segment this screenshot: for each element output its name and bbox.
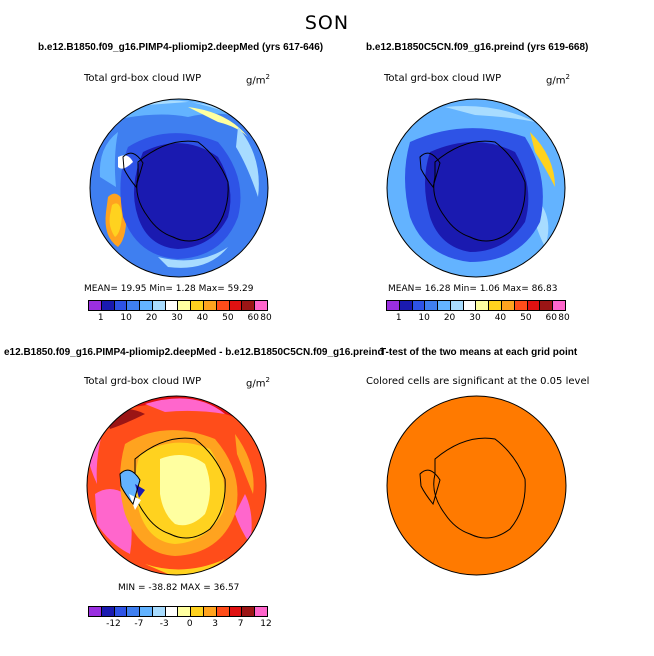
colorbar-tick-label: 30 — [171, 313, 183, 323]
colorbar-tick-label: 12 — [260, 619, 272, 629]
colorbar-swatch — [229, 607, 243, 616]
colorbar-swatch — [178, 607, 192, 616]
colorbar-swatch — [527, 301, 541, 310]
colorbar-swatch — [89, 607, 102, 616]
colorbar-swatch — [114, 301, 128, 310]
panel3-stats: MIN = -38.82 MAX = 36.57 — [118, 583, 240, 593]
colorbar-swatch — [489, 301, 503, 310]
colorbar-tick-label: 80 — [558, 313, 570, 323]
colorbar-swatch — [140, 301, 153, 310]
panel2-stats: MEAN= 16.28 Min= 1.06 Max= 86.83 — [388, 284, 558, 294]
colorbar-swatch — [463, 301, 477, 310]
colorbar-swatch — [514, 301, 528, 310]
colorbar-swatch — [89, 301, 102, 310]
panel3-subtitle: Total grd-box cloud IWP — [84, 376, 202, 387]
colorbar-swatch — [476, 301, 490, 310]
colorbar-swatch — [242, 301, 256, 310]
colorbar-swatch — [204, 301, 217, 310]
colorbar-swatch — [178, 301, 192, 310]
panel3-title: e12.B1850.f09_g16.PIMP4-pliomip2.deepMed… — [4, 347, 384, 358]
colorbar-tick-label: 30 — [469, 313, 481, 323]
colorbar-swatch — [114, 607, 128, 616]
colorbar-swatch — [101, 301, 115, 310]
colorbar-swatch — [216, 301, 230, 310]
colorbar-tick-label: 10 — [418, 313, 430, 323]
colorbar-tick-label: -7 — [134, 619, 144, 629]
colorbar-swatch — [191, 607, 205, 616]
colorbar-tick-label: 60 — [247, 313, 260, 323]
colorbar-swatch — [553, 301, 565, 310]
panel1-map — [89, 98, 269, 278]
season-title: SON — [304, 12, 350, 34]
panel1-subtitle: Total grd-box cloud IWP — [84, 73, 202, 84]
colorbar-swatch — [540, 301, 554, 310]
colorbar-swatch — [152, 301, 166, 310]
panel4-map — [386, 395, 567, 576]
colorbar-tick-label: 1 — [97, 313, 104, 323]
colorbar-swatch — [502, 301, 515, 310]
colorbar-swatch — [242, 607, 256, 616]
colorbar-swatch — [450, 301, 464, 310]
panel4-subtitle: Colored cells are significant at the 0.0… — [366, 376, 590, 387]
colorbar-tick-label: -12 — [106, 619, 121, 629]
panel2-map — [386, 98, 566, 278]
colorbar-swatch — [255, 607, 267, 616]
colorbar-tick-label: 7 — [237, 619, 244, 629]
colorbar-swatch — [412, 301, 426, 310]
panel1-title: b.e12.B1850.f09_g16.PIMP4-pliomip2.deepM… — [38, 42, 324, 53]
panel2-units: g/m2 — [546, 73, 570, 87]
colorbar-tick-label: 10 — [120, 313, 132, 323]
panel1-colorbar — [88, 300, 268, 311]
colorbar-tick-label: 0 — [186, 619, 193, 629]
colorbar-tick-label: 40 — [196, 313, 209, 323]
colorbar-swatch — [438, 301, 451, 310]
panel2-subtitle: Total grd-box cloud IWP — [384, 73, 502, 84]
colorbar-swatch — [204, 607, 217, 616]
colorbar-swatch — [229, 301, 243, 310]
colorbar-tick-label: 50 — [520, 313, 532, 323]
panel3-units: g/m2 — [246, 376, 270, 390]
colorbar-tick-label: 80 — [260, 313, 272, 323]
panel3-map — [86, 395, 267, 576]
colorbar-swatch — [191, 301, 205, 310]
colorbar-swatch — [216, 607, 230, 616]
panel2-title: b.e12.B1850C5CN.f09_g16.preind (yrs 619-… — [366, 42, 589, 53]
colorbar-swatch — [425, 301, 439, 310]
colorbar-tick-label: 1 — [395, 313, 402, 323]
colorbar-tick-label: 3 — [212, 619, 219, 629]
colorbar-swatch — [255, 301, 267, 310]
panel2-colorbar — [386, 300, 566, 311]
colorbar-swatch — [152, 607, 166, 616]
colorbar-tick-label: 20 — [443, 313, 456, 323]
colorbar-tick-label: 50 — [222, 313, 234, 323]
colorbar-swatch — [127, 607, 141, 616]
colorbar-swatch — [399, 301, 413, 310]
colorbar-swatch — [165, 607, 179, 616]
colorbar-tick-label: 20 — [145, 313, 158, 323]
panel3-colorbar — [88, 606, 268, 617]
panel4-title: T-test of the two means at each grid poi… — [380, 347, 578, 358]
colorbar-swatch — [165, 301, 179, 310]
colorbar-tick-label: 40 — [494, 313, 507, 323]
colorbar-swatch — [101, 607, 115, 616]
colorbar-swatch — [127, 301, 141, 310]
panel1-units: g/m2 — [246, 73, 270, 87]
colorbar-swatch — [387, 301, 400, 310]
colorbar-tick-label: -3 — [159, 619, 169, 629]
colorbar-swatch — [140, 607, 153, 616]
colorbar-tick-label: 60 — [545, 313, 558, 323]
panel1-stats: MEAN= 19.95 Min= 1.28 Max= 59.29 — [84, 284, 254, 294]
